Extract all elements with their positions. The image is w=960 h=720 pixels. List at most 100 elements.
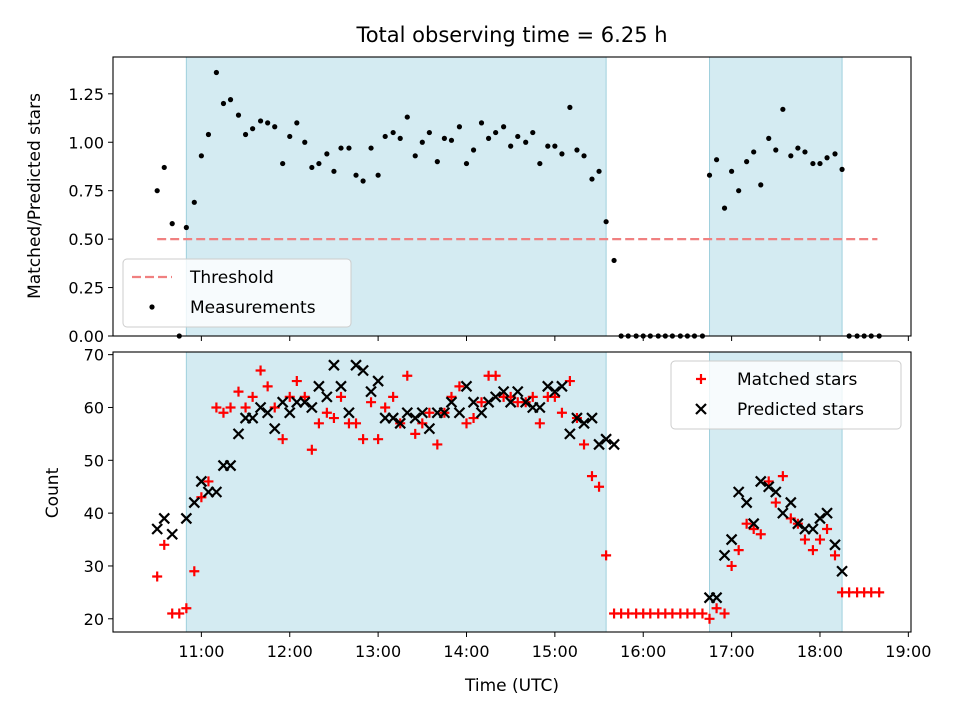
data-point [224,459,237,472]
data-point [763,476,774,487]
data-point [501,124,507,130]
data-point [382,133,388,140]
data-point [814,534,825,545]
data-point [593,438,605,451]
data-point [839,166,845,172]
data-point [478,120,485,126]
data-point [454,381,465,392]
x-tick-label: 15:00 [532,642,578,661]
data-point [331,168,337,174]
data-point [814,512,826,525]
legend: Threshold Measurements [122,258,352,328]
data-point [832,151,838,157]
data-point [747,517,760,530]
data-point [426,129,432,136]
data-point [713,157,720,163]
data-point [574,147,580,153]
data-point [336,391,346,402]
data-point [556,407,567,418]
data-point [490,370,501,381]
data-point [365,385,377,398]
data-point [770,497,781,508]
data-point [276,396,289,408]
data-point [830,550,840,561]
x-tick-label: 13:00 [355,642,401,661]
data-point [719,608,730,619]
data-point [232,428,245,440]
data-point [549,391,560,402]
data-point [770,486,782,498]
data-point [448,137,455,143]
data-point [242,131,249,138]
data-point [268,422,281,435]
plot-frame [112,351,912,633]
data-point [328,413,339,424]
y-tick-label: 0.50 [68,230,104,249]
data-point [438,406,451,419]
observing-window-band [186,352,607,632]
data-point [328,359,340,371]
data-point [265,120,271,126]
data-point [225,402,236,413]
count-panel: Count 20 30 40 50 60 70 11:00 12:00 13:00 14:00 15… [43,346,931,661]
legend-swatch [695,403,707,415]
data-point [161,164,167,171]
data-point [291,376,302,387]
data-point [780,106,786,112]
data-point [726,560,737,571]
data-point [390,129,396,136]
data-point [729,168,735,174]
y-tick-label: 20 [84,610,104,629]
data-point [306,444,317,455]
data-point [343,406,355,419]
x-tick-label: 11:00 [178,642,224,661]
data-point [751,149,757,155]
data-point [321,391,333,403]
data-point [559,151,565,157]
data-point [545,143,551,149]
data-point [762,480,775,493]
data-point [372,375,384,387]
data-point [564,428,576,440]
y-axis-label-ratio: Matched/Predicted stars [25,93,45,299]
data-point [412,153,418,159]
y-tick-label: 70 [84,346,104,365]
y-tick-label: 50 [84,451,104,470]
data-point [316,160,322,167]
data-point [497,385,510,398]
data-point [556,380,568,393]
data-point [287,133,293,140]
data-point [313,418,324,429]
y-tick-label: 0.75 [68,182,104,201]
x-tick-label: 16:00 [620,642,666,661]
data-point [519,396,532,408]
legend-measurements-swatch [149,304,155,310]
data-point [581,153,587,159]
data-point [233,386,244,397]
data-point [836,565,848,578]
plot-frame [112,56,912,337]
data-point [697,608,708,619]
data-point [821,507,833,519]
data-point [246,412,259,424]
data-point [523,139,529,145]
ratio-panel: Matched/Predicted stars 0.00 0.25 0.50 0.75… [25,56,912,346]
data-point [283,406,296,419]
data-point [785,496,797,509]
data-point [530,129,536,136]
data-point [235,112,242,118]
data-point [257,118,264,124]
data-point [802,149,808,155]
data-point [463,160,470,167]
data-point [552,143,558,149]
data-point [725,533,738,546]
data-point [357,364,369,377]
data-point [741,518,752,529]
legend-swatch [696,374,706,384]
data-point [777,507,789,519]
data-point [404,114,410,120]
data-point [397,135,403,141]
data-point [445,396,458,408]
data-point [475,406,488,419]
data-point [416,406,429,419]
